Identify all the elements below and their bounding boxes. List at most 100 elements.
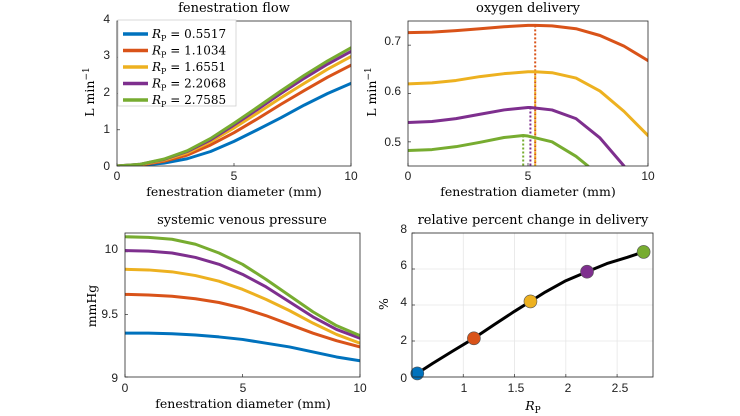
series-line [408,70,648,138]
x-tick-label: 0 [122,381,129,395]
y-tick-labels: 0.5 0.6 0.7 [384,34,401,149]
legend-subscript: P [161,51,167,60]
y-tick-label: 3 [103,48,110,62]
y-axis-label-text: L min [82,81,97,117]
y-tick-label: 6 [400,258,407,272]
plot-area-oxygen-delivery [407,20,649,167]
panel-systemic-venous-pressure: systemic venous pressure 0 5 10 9 9.5 10… [84,213,367,411]
y-axis-label: L min−1 [82,67,97,116]
x-axis-label: fenestration diameter (mm) [440,184,615,199]
y-axis-label-text: L min [364,81,379,117]
y-tick-label: 1 [103,122,110,136]
x-tick-label: 2.5 [612,381,629,395]
plot-frame [407,20,649,167]
y-tick-label: 0.6 [384,84,401,98]
x-tick-label: 0 [405,169,412,183]
series-line [125,249,360,340]
x-axis-label: fenestration diameter (mm) [155,396,330,411]
chart-title: relative percent change in delivery [418,213,649,228]
y-tick-label: 8 [400,222,407,236]
data-point [523,294,538,309]
y-tick-label: 0.5 [384,135,401,149]
x-axis-label-sub: P [535,406,541,416]
chart-title: fenestration flow [178,1,290,16]
x-axis-label: RP [524,398,540,416]
y-tick-label: 2 [103,85,110,99]
data-point [467,331,481,346]
x-tick-label: 2 [565,381,572,395]
legend-symbol: R [151,44,161,58]
series-group [125,235,360,363]
plot-frame [411,232,654,378]
panel-relative-percent-change: relative percent change in delivery 1 1.… [376,213,654,416]
series-line [408,134,590,166]
y-tick-label: 9.5 [101,307,118,321]
legend-value: = 2.7585 [166,93,226,107]
data-point [410,366,425,381]
legend-subscript: P [161,84,167,93]
x-tick-labels: 0 5 10 [114,169,358,183]
y-tick-label: 4 [103,12,110,26]
plot-area-relative-percent-change [410,232,654,381]
x-tick-label: 0 [114,169,121,183]
plot-area-systemic-venous-pressure [124,232,361,378]
legend-symbol: R [151,77,161,91]
series-line [117,46,351,166]
x-tick-label: 5 [231,169,238,183]
y-axis-label: mmHg [84,285,99,328]
y-tick-labels: 9 9.5 10 [101,242,118,385]
legend-subscript: P [161,100,167,109]
panel-oxygen-delivery: oxygen delivery 0 5 10 0.5 0.6 0.7 fenes… [364,1,655,199]
y-tick-label: 0 [103,159,110,173]
legend-label: RP = 1.1034 [151,44,226,60]
x-tick-label: 5 [525,169,532,183]
legend-value: = 1.6551 [166,60,226,74]
legend-label: RP = 1.6551 [151,60,226,76]
legend-symbol: R [151,27,161,41]
series-line [408,23,648,63]
y-tick-labels: 0 1 2 3 4 [103,12,110,173]
y-tick-label: 10 [105,242,119,256]
x-tick-label: 10 [344,169,358,183]
legend-subscript: P [161,34,167,43]
y-tick-label: 4 [400,295,407,309]
legend-subscript: P [161,67,167,76]
x-tick-labels: 1 1.5 2 2.5 [461,381,629,395]
x-tick-label: 5 [240,381,247,395]
plot-frame [124,232,361,378]
y-axis-label: L min−1 [364,67,379,116]
y-tick-label: 9 [111,371,118,385]
legend-label: RP = 2.7585 [151,93,226,109]
chart-title: systemic venous pressure [157,213,327,228]
data-point [636,245,651,259]
x-axis-label-text: R [524,398,534,413]
data-point [580,264,594,279]
series-line [125,331,360,363]
panel-fenestration-flow: fenestration flow 0 5 10 0 1 2 3 4 fenes… [82,1,358,199]
legend-label: RP = 0.5517 [151,27,226,43]
x-tick-label: 1 [461,381,468,395]
y-axis-label: % [376,298,391,310]
legend-value: = 0.5517 [166,27,226,41]
legend-label: RP = 2.2068 [151,77,226,93]
series-line [408,106,626,166]
series-line [125,292,360,349]
series-group [117,46,351,166]
y-axis-label-sup: −1 [364,67,374,80]
y-tick-labels: 0 2 4 6 8 [400,222,407,385]
legend-symbol: R [151,93,161,107]
series-group [408,23,648,166]
y-axis-label-sup: −1 [82,67,92,80]
series-line [125,267,360,345]
x-tick-labels: 0 5 10 [122,381,367,395]
y-tick-label: 0 [400,371,407,385]
x-tick-labels: 0 5 10 [405,169,655,183]
chart-title: oxygen delivery [476,1,581,16]
x-tick-label: 10 [353,381,367,395]
plot-background [408,21,648,166]
x-tick-label: 10 [641,169,655,183]
legend-symbol: R [151,60,161,74]
